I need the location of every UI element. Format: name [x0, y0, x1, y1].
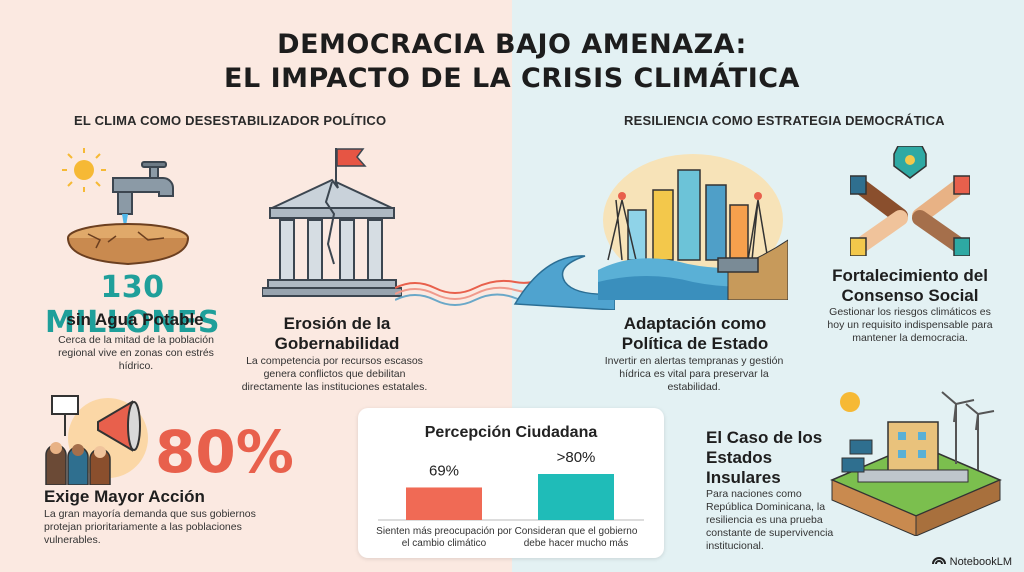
page-title: DEMOCRACIA BAJO AMENAZA: EL IMPACTO DE L… — [0, 28, 1024, 96]
chart-value-label-2: >80% — [557, 449, 596, 466]
islands-description: Para naciones como República Dominicana,… — [706, 488, 834, 552]
water-label: sin Agua Potable — [66, 310, 204, 329]
perception-chart-card: Percepción Ciudadana 69% Sienten más preo… — [358, 408, 664, 558]
islands-heading: El Caso de los Estados Insulares — [706, 428, 823, 487]
action-description: La gran mayoría demanda que sus gobierno… — [44, 508, 256, 546]
governance-description: La competencia por recursos escasos gene… — [241, 355, 428, 393]
right-section-heading: RESILIENCIA COMO ESTRATEGIA DEMOCRÁTICA — [624, 113, 945, 128]
water-description: Cerca de la mitad de la población region… — [58, 334, 214, 372]
chart-title: Percepción Ciudadana — [424, 424, 598, 441]
action-stat: 80% — [155, 418, 294, 486]
perception-bar-chart: 69% Sienten más preocupación por el cambio… — [376, 449, 644, 549]
notebooklm-logo-icon — [931, 555, 946, 568]
protest-megaphone-icon — [38, 390, 153, 486]
resilient-city-icon — [598, 150, 789, 301]
notebooklm-brand: NotebookLM — [931, 555, 1012, 568]
chart-value-label-1: 69% — [429, 462, 459, 479]
title-line-2: EL IMPACTO DE LA CRISIS CLIMÁTICA — [224, 63, 800, 94]
island-state-icon — [828, 384, 1004, 537]
governance-heading: Erosión de la Gobernabilidad — [274, 314, 400, 353]
chart-bar-1 — [406, 487, 482, 520]
brand-label: NotebookLM — [949, 555, 1012, 568]
broken-institution-icon — [261, 146, 403, 306]
left-section-heading: EL CLIMA COMO DESESTABILIZADOR POLÍTICO — [74, 113, 387, 128]
water-stat: 130 MILLONES — [45, 270, 220, 340]
consensus-description: Gestionar los riesgos climáticos es hoy … — [827, 306, 993, 344]
chart-category-label-1: Sienten más preocupación por el cambio cl… — [376, 526, 512, 549]
adaptation-heading: Adaptación como Política de Estado — [621, 314, 769, 353]
united-hands-icon — [849, 145, 971, 257]
action-heading: Exige Mayor Acción — [44, 487, 205, 506]
wave-connector-icon — [394, 250, 616, 311]
title-line-1: DEMOCRACIA BAJO AMENAZA: — [277, 29, 747, 60]
adaptation-description: Invertir en alertas tempranas y gestión … — [604, 355, 784, 393]
chart-bar-2 — [538, 474, 614, 520]
chart-category-label-2: Consideran que el gobierno debe hacer muc… — [515, 526, 638, 549]
consensus-heading: Fortalecimiento del Consenso Social — [832, 266, 988, 305]
dry-faucet-icon — [58, 148, 198, 268]
